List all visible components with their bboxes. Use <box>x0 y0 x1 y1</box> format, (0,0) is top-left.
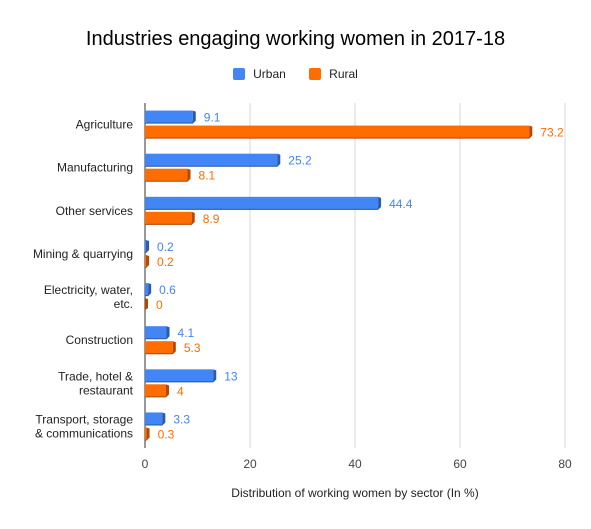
category-label: Transport, storage & communications <box>35 412 133 440</box>
x-axis-title: Distribution of working women by sector … <box>231 486 479 500</box>
bar-rural-side <box>166 384 169 397</box>
bar-urban <box>145 283 149 296</box>
bar-urban-side <box>166 326 170 339</box>
bar-urban <box>145 239 147 252</box>
bar-rural-side <box>187 168 191 181</box>
category-label: Manufacturing <box>57 161 133 175</box>
x-tick-label: 60 <box>453 457 467 471</box>
bar-rural <box>145 168 188 181</box>
bar-urban <box>145 110 193 123</box>
bar-urban <box>145 412 163 425</box>
data-label-rural: 0.3 <box>158 427 175 441</box>
bar-rural-side <box>145 298 148 311</box>
bar-urban-side <box>213 369 217 382</box>
bar-rural <box>145 125 530 138</box>
x-tick-label: 20 <box>243 457 257 471</box>
category-label: Other services <box>56 204 133 218</box>
bar-rural <box>145 211 192 224</box>
data-label-urban: 3.3 <box>173 412 190 426</box>
data-label-urban: 13 <box>224 369 238 383</box>
bar-urban-side <box>146 239 150 252</box>
bar-urban <box>145 153 278 166</box>
legend-label-rural: Rural <box>329 67 358 81</box>
legend-swatch-rural <box>309 68 322 80</box>
bar-urban <box>145 196 379 209</box>
data-label-rural: 0.2 <box>157 255 174 269</box>
legend: Urban Rural <box>0 67 591 83</box>
x-tick-label: 0 <box>142 457 149 471</box>
bar-rural-side <box>172 341 176 354</box>
data-label-rural: 8.9 <box>203 212 220 226</box>
bar-rural <box>145 341 173 354</box>
category-label: Agriculture <box>76 118 134 132</box>
bar-urban-side <box>192 110 196 123</box>
data-label-urban: 9.1 <box>204 111 221 125</box>
chart-title: Industries engaging working women in 201… <box>85 28 506 50</box>
category-label: Mining & quarrying <box>33 247 133 261</box>
bar-rural-shadow <box>145 264 150 268</box>
data-label-urban: 25.2 <box>288 154 312 168</box>
bar-rural <box>145 427 147 440</box>
bar-urban <box>145 326 167 339</box>
legend-item-rural: Rural <box>309 67 358 81</box>
bar-urban-side <box>148 283 152 296</box>
category-label: Construction <box>66 333 133 347</box>
bar-urban-side <box>277 153 281 166</box>
bar-rural-side <box>529 125 533 138</box>
bar-urban-shadow <box>145 249 150 253</box>
legend-item-urban: Urban <box>233 67 286 81</box>
x-tick-label: 40 <box>348 457 362 471</box>
x-tick-label: 80 <box>558 457 572 471</box>
data-label-urban: 44.4 <box>389 197 413 211</box>
category-label: Electricity, water, etc. <box>44 283 133 311</box>
bar-rural-side <box>146 254 150 267</box>
data-label-urban: 0.2 <box>157 240 174 254</box>
bar-urban-side <box>378 196 382 209</box>
bar-rural-side <box>146 427 150 440</box>
category-label: Trade, hotel & restaurant <box>58 369 134 397</box>
bar-urban <box>145 369 214 382</box>
bar-rural <box>145 384 166 397</box>
data-label-rural: 5.3 <box>184 341 201 355</box>
data-label-rural: 8.1 <box>199 169 216 183</box>
bar-rural <box>145 254 147 267</box>
data-label-urban: 4.1 <box>178 326 195 340</box>
bar-rural-side <box>191 211 195 224</box>
bar-urban-side <box>162 412 166 425</box>
legend-label-urban: Urban <box>253 67 286 81</box>
data-label-urban: 0.6 <box>159 283 176 297</box>
data-label-rural: 4 <box>177 384 184 398</box>
legend-swatch-urban <box>233 68 246 80</box>
data-label-rural: 73.2 <box>540 126 564 140</box>
data-label-rural: 0 <box>156 298 163 312</box>
